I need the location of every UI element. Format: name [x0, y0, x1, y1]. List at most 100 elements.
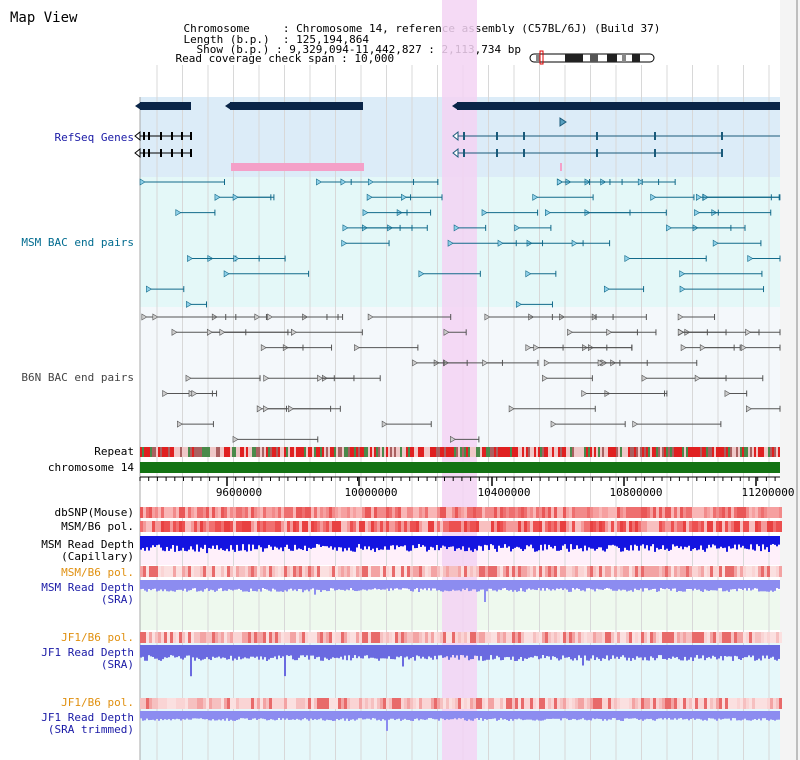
depth-bar: [684, 536, 686, 547]
repeat-segment: [330, 447, 332, 457]
heat-cell: [767, 521, 770, 532]
depth-bar: [246, 711, 248, 719]
depth-bar: [460, 645, 462, 656]
heat-cell: [596, 698, 599, 709]
depth-bar: [650, 536, 652, 547]
heat-cell: [218, 566, 221, 577]
heat-cell: [722, 521, 725, 532]
depth-bar: [270, 536, 272, 547]
heat-cell: [566, 507, 569, 518]
heat-cell: [401, 632, 404, 643]
depth-bar: [428, 711, 430, 719]
repeat-segment: [574, 447, 576, 457]
depth-bar: [244, 711, 246, 719]
heat-cell: [653, 698, 656, 709]
heat-cell: [677, 698, 680, 709]
depth-bar: [500, 536, 502, 548]
heat-cell: [467, 521, 470, 532]
depth-bar: [470, 580, 472, 591]
depth-bar: [324, 536, 326, 547]
heat-cell: [239, 566, 242, 577]
depth-bar: [700, 711, 702, 720]
depth-bar: [332, 580, 334, 589]
depth-bar: [334, 536, 336, 548]
heat-cell: [734, 521, 737, 532]
depth-bar: [190, 711, 192, 720]
heat-cell: [398, 521, 401, 532]
depth-bar: [436, 536, 438, 545]
depth-bar: [362, 645, 364, 659]
depth-bar: [370, 536, 372, 551]
repeat-segment: [294, 447, 296, 457]
depth-bar: [522, 711, 524, 721]
depth-bar: [202, 580, 204, 592]
depth-bar: [252, 645, 254, 657]
depth-bar: [646, 580, 648, 589]
repeat-segment: [524, 447, 526, 457]
depth-bar: [704, 536, 706, 552]
heat-cell: [668, 566, 671, 577]
heat-cell: [617, 507, 620, 518]
repeat-segment: [216, 447, 218, 457]
heat-cell: [200, 521, 203, 532]
depth-bar: [502, 536, 504, 548]
depth-bar: [350, 711, 352, 720]
depth-bar: [240, 645, 242, 660]
depth-bar: [176, 536, 178, 546]
depth-bar: [678, 645, 680, 660]
repeat-segment: [616, 447, 618, 457]
depth-bar: [280, 536, 282, 548]
depth-bar: [692, 711, 694, 719]
depth-bar: [396, 580, 398, 589]
bac-end-marker: [567, 328, 574, 336]
heat-cell: [185, 507, 188, 518]
chromosome-ideogram[interactable]: [529, 50, 655, 65]
depth-bar: [530, 536, 532, 545]
repeat-segment: [174, 447, 176, 457]
heat-cell: [446, 521, 449, 532]
depth-bar: [236, 536, 238, 545]
depth-bar: [518, 536, 520, 548]
depth-bar: [758, 536, 760, 547]
heat-cell: [392, 521, 395, 532]
heat-cell: [329, 698, 332, 709]
depth-bar: [694, 711, 696, 720]
heat-cell: [260, 521, 263, 532]
heat-cell: [776, 632, 779, 643]
heat-cell: [701, 632, 704, 643]
depth-bar: [658, 645, 660, 656]
depth-bar: [380, 711, 382, 721]
depth-bar: [556, 645, 558, 659]
heat-cell: [359, 632, 362, 643]
depth-bar: [658, 536, 660, 550]
depth-bar: [552, 536, 554, 549]
gene-exon: [160, 132, 162, 140]
depth-bar: [344, 536, 346, 549]
heat-cell: [626, 698, 629, 709]
repeat-segment: [410, 447, 412, 457]
depth-bar: [464, 711, 466, 721]
heat-cell: [767, 698, 770, 709]
heat-cell: [569, 521, 572, 532]
repeat-segment: [600, 447, 602, 457]
bac-end-marker: [571, 239, 578, 247]
heat-cell: [155, 507, 158, 518]
heat-cell: [242, 521, 245, 532]
heat-cell: [443, 566, 446, 577]
heat-cell: [362, 507, 365, 518]
depth-bar: [722, 711, 724, 720]
depth-bar: [490, 580, 492, 589]
heat-cell: [203, 698, 206, 709]
depth-bar: [732, 536, 734, 549]
depth-bar: [496, 711, 498, 721]
depth-bar: [256, 645, 258, 657]
depth-bar: [238, 580, 240, 589]
heat-cell: [761, 521, 764, 532]
heat-cell: [599, 632, 602, 643]
depth-bar: [582, 580, 584, 591]
depth-bar: [492, 536, 494, 546]
heat-cell: [317, 632, 320, 643]
depth-bar: [634, 580, 636, 589]
heat-cell: [323, 507, 326, 518]
